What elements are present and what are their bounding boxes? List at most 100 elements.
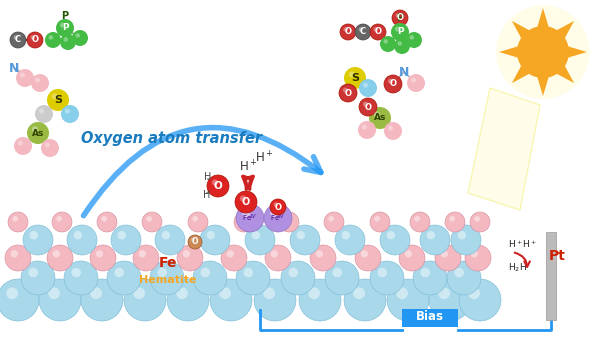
- Text: H$^+$: H$^+$: [255, 150, 273, 166]
- Circle shape: [264, 204, 292, 232]
- Text: P: P: [397, 27, 403, 37]
- Circle shape: [240, 195, 246, 202]
- Circle shape: [447, 261, 481, 295]
- Circle shape: [279, 212, 299, 232]
- Circle shape: [60, 23, 65, 28]
- Circle shape: [150, 261, 184, 295]
- Circle shape: [383, 39, 388, 44]
- Circle shape: [45, 32, 61, 48]
- Circle shape: [420, 268, 430, 277]
- Circle shape: [41, 139, 59, 157]
- Circle shape: [474, 216, 480, 222]
- Circle shape: [11, 250, 18, 257]
- Circle shape: [47, 245, 73, 271]
- Circle shape: [299, 279, 341, 321]
- Circle shape: [394, 38, 410, 54]
- Circle shape: [427, 231, 435, 239]
- Circle shape: [459, 279, 501, 321]
- Bar: [546, 232, 556, 320]
- Polygon shape: [555, 64, 574, 83]
- Text: H: H: [203, 190, 211, 200]
- Circle shape: [497, 6, 589, 98]
- Circle shape: [361, 250, 368, 257]
- Circle shape: [200, 268, 210, 277]
- Text: S: S: [54, 95, 62, 105]
- Circle shape: [90, 287, 102, 299]
- Text: O: O: [344, 27, 352, 37]
- Circle shape: [245, 225, 275, 255]
- Circle shape: [451, 225, 481, 255]
- Circle shape: [310, 245, 336, 271]
- Text: O: O: [364, 102, 371, 112]
- Circle shape: [90, 245, 116, 271]
- Circle shape: [53, 250, 60, 257]
- Circle shape: [458, 231, 466, 239]
- Text: Hematite: Hematite: [139, 275, 197, 285]
- Circle shape: [97, 212, 117, 232]
- Circle shape: [10, 32, 26, 48]
- Circle shape: [227, 250, 234, 257]
- Text: C: C: [360, 27, 366, 37]
- Text: H$^+$: H$^+$: [239, 159, 257, 175]
- Text: Fe: Fe: [159, 256, 177, 270]
- Circle shape: [101, 216, 107, 222]
- Circle shape: [236, 204, 264, 232]
- Circle shape: [111, 225, 141, 255]
- Circle shape: [332, 268, 342, 277]
- Circle shape: [414, 216, 420, 222]
- Circle shape: [234, 212, 254, 232]
- Circle shape: [158, 268, 167, 277]
- Circle shape: [18, 140, 23, 146]
- Circle shape: [35, 105, 53, 123]
- Circle shape: [335, 225, 365, 255]
- Circle shape: [441, 250, 448, 257]
- Text: P: P: [61, 11, 69, 21]
- Text: O: O: [397, 13, 403, 23]
- Circle shape: [290, 225, 320, 255]
- Circle shape: [355, 245, 381, 271]
- Circle shape: [212, 180, 218, 186]
- Polygon shape: [512, 64, 531, 83]
- Circle shape: [438, 287, 450, 299]
- Circle shape: [324, 212, 344, 232]
- Circle shape: [5, 245, 31, 271]
- Circle shape: [374, 111, 380, 118]
- Circle shape: [252, 231, 260, 239]
- Text: O: O: [389, 80, 397, 88]
- Text: H: H: [204, 172, 212, 182]
- Circle shape: [191, 238, 195, 242]
- Circle shape: [52, 212, 72, 232]
- Circle shape: [388, 126, 393, 131]
- Text: N: N: [9, 62, 19, 75]
- Circle shape: [409, 35, 414, 40]
- Circle shape: [344, 67, 366, 89]
- Circle shape: [13, 35, 18, 40]
- Circle shape: [359, 79, 377, 97]
- Circle shape: [133, 287, 145, 299]
- Circle shape: [470, 212, 490, 232]
- Circle shape: [517, 26, 569, 78]
- Circle shape: [193, 261, 227, 295]
- Polygon shape: [537, 75, 549, 96]
- Circle shape: [410, 212, 430, 232]
- Text: N: N: [399, 65, 409, 78]
- Circle shape: [339, 84, 357, 102]
- Circle shape: [210, 279, 252, 321]
- Circle shape: [35, 77, 40, 83]
- Circle shape: [8, 212, 28, 232]
- Text: O: O: [31, 36, 39, 44]
- Circle shape: [117, 231, 126, 239]
- Circle shape: [16, 69, 34, 87]
- Circle shape: [61, 105, 79, 123]
- Circle shape: [39, 109, 44, 114]
- Text: As: As: [32, 128, 44, 138]
- Circle shape: [387, 279, 429, 321]
- Circle shape: [450, 216, 455, 222]
- Circle shape: [177, 245, 203, 271]
- Circle shape: [114, 268, 124, 277]
- Circle shape: [413, 261, 447, 295]
- Text: Pt: Pt: [548, 249, 565, 263]
- Polygon shape: [512, 21, 531, 40]
- Circle shape: [176, 287, 188, 299]
- Circle shape: [270, 209, 278, 218]
